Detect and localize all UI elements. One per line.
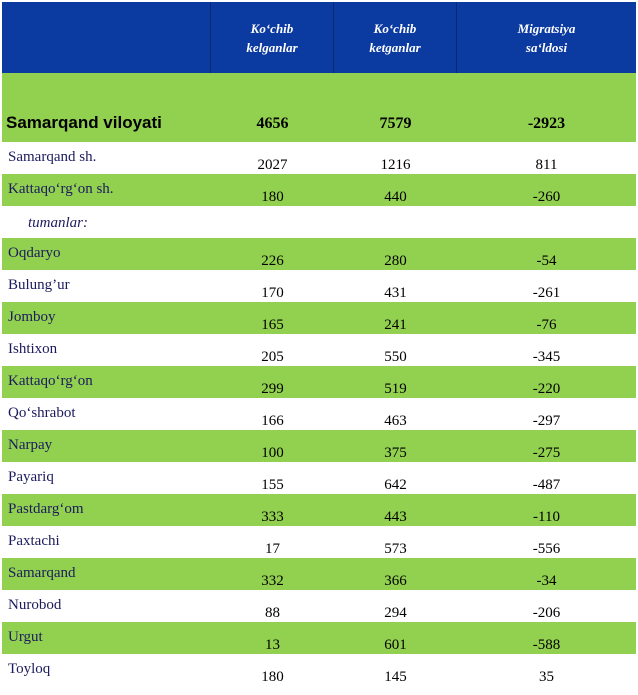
arrivals-value: 4656: [256, 115, 289, 132]
header-departures: Ko‘chib ketganlar: [334, 2, 457, 73]
departures-value: 280: [384, 253, 407, 269]
balance-value: -345: [532, 349, 561, 365]
table-row: Kattaqo‘rg‘on sh. 180 440 -260: [2, 174, 636, 206]
district-name: Payariq: [8, 469, 54, 485]
arrivals-value: 13: [265, 637, 280, 653]
departures-value: 375: [384, 445, 407, 461]
district-name: Jomboy: [8, 309, 56, 325]
table-row: Oqdaryo 226 280 -54: [2, 238, 636, 270]
arrivals-value: 180: [261, 189, 284, 205]
departures-value: 7579: [379, 115, 412, 132]
departures-value: 241: [384, 317, 407, 333]
header-migration-balance: Migratsiya sa‘ldosi: [517, 20, 576, 55]
departures-value: 366: [384, 573, 407, 589]
migration-table: Ko‘chib kelganlar Ko‘chib ketganlar Migr…: [2, 2, 636, 686]
arrivals-value: 100: [261, 445, 284, 461]
table-row: Nurobod 88 294 -206: [2, 590, 636, 622]
balance-value: -206: [532, 605, 561, 621]
balance-value: -297: [532, 413, 561, 429]
districts-subheader: tumanlar:: [2, 206, 636, 238]
arrivals-value: 17: [265, 541, 280, 557]
arrivals-value: 205: [261, 349, 284, 365]
departures-value: 431: [384, 285, 407, 301]
district-name: Oqdaryo: [8, 245, 61, 261]
table-row: Bulung’ur 170 431 -261: [2, 270, 636, 302]
table-row: Urgut 13 601 -588: [2, 622, 636, 654]
table-row: Pastdarg‘om 333 443 -110: [2, 494, 636, 526]
balance-value: -275: [532, 445, 561, 461]
region-name: Samarqand viloyati: [6, 113, 162, 132]
departures-value: 550: [384, 349, 407, 365]
arrivals-value: 2027: [257, 157, 288, 173]
balance-value: -54: [536, 253, 557, 269]
header-arrivals: Ko‘chib kelganlar: [211, 2, 334, 73]
arrivals-value: 180: [261, 669, 284, 685]
district-name: Narpay: [8, 437, 53, 453]
balance-value: -487: [532, 477, 561, 493]
table-row: Qo‘shrabot 166 463 -297: [2, 398, 636, 430]
table-header: Ko‘chib kelganlar Ko‘chib ketganlar Migr…: [2, 2, 636, 73]
city-name: Kattaqo‘rg‘on sh.: [8, 181, 114, 197]
table-row: Samarqand sh. 2027 1216 811: [2, 142, 636, 174]
balance-value: -588: [532, 637, 561, 653]
balance-value: -76: [536, 317, 557, 333]
district-name: Toyloq: [8, 661, 51, 677]
departures-value: 642: [384, 477, 407, 493]
balance-value: -110: [533, 509, 560, 525]
departures-value: 440: [384, 189, 407, 205]
arrivals-value: 226: [261, 253, 284, 269]
district-name: Qo‘shrabot: [8, 405, 76, 421]
arrivals-value: 88: [265, 605, 280, 621]
balance-value: -34: [536, 573, 557, 589]
departures-value: 443: [384, 509, 407, 525]
departures-value: 601: [384, 637, 407, 653]
table-row: Ishtixon 205 550 -345: [2, 334, 636, 366]
subheader-label: tumanlar:: [28, 215, 88, 231]
table-row: Narpay 100 375 -275: [2, 430, 636, 462]
arrivals-value: 332: [261, 573, 284, 589]
balance-value: -2923: [527, 115, 566, 132]
departures-value: 294: [384, 605, 407, 621]
arrivals-value: 155: [261, 477, 284, 493]
arrivals-value: 165: [261, 317, 284, 333]
departures-value: 463: [384, 413, 407, 429]
balance-value: -260: [532, 189, 561, 205]
district-name: Ishtixon: [8, 341, 58, 357]
total-row: Samarqand viloyati 4656 7579 -2923: [2, 73, 636, 142]
district-name: Nurobod: [8, 597, 62, 613]
balance-value: -261: [532, 285, 561, 301]
arrivals-value: 299: [261, 381, 284, 397]
balance-value: 35: [539, 669, 554, 685]
district-name: Paxtachi: [8, 533, 60, 549]
table-row: Payariq 155 642 -487: [2, 462, 636, 494]
departures-value: 145: [384, 669, 407, 685]
arrivals-value: 170: [261, 285, 284, 301]
table-row: Toyloq 180 145 35: [2, 654, 636, 686]
arrivals-value: 166: [261, 413, 284, 429]
balance-value: 811: [535, 157, 558, 173]
departures-value: 1216: [380, 157, 411, 173]
arrivals-value: 333: [261, 509, 284, 525]
district-name: Pastdarg‘om: [8, 501, 84, 517]
table-row: Samarqand 332 366 -34: [2, 558, 636, 590]
district-rows: Oqdaryo 226 280 -54 Bulung’ur 170 431 -261 Jombo…: [2, 238, 636, 686]
balance-value: -220: [532, 381, 561, 397]
departures-value: 573: [384, 541, 407, 557]
departures-value: 519: [384, 381, 407, 397]
table-row: Jomboy 165 241 -76: [2, 302, 636, 334]
table-row: Paxtachi 17 573 -556: [2, 526, 636, 558]
header-region-cell: [2, 2, 211, 73]
balance-value: -556: [532, 541, 561, 557]
city-name: Samarqand sh.: [8, 149, 97, 165]
table-row: Kattaqo‘rg‘on 299 519 -220: [2, 366, 636, 398]
district-name: Urgut: [8, 629, 43, 645]
district-name: Samarqand: [8, 565, 76, 581]
district-name: Kattaqo‘rg‘on: [8, 373, 93, 389]
district-name: Bulung’ur: [8, 277, 70, 293]
